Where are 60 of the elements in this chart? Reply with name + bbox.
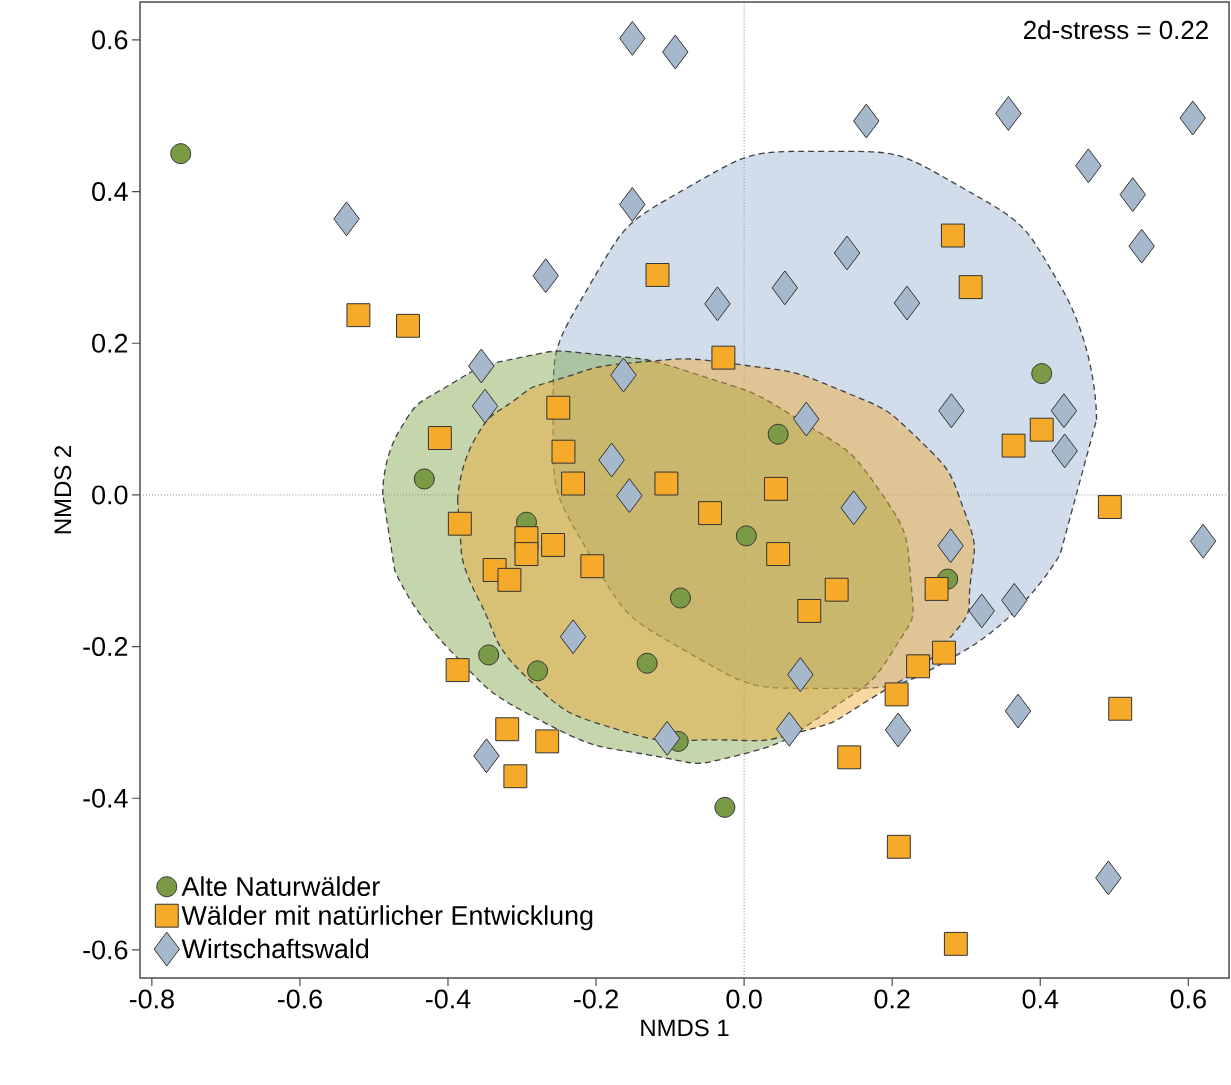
point	[776, 711, 803, 747]
point	[497, 567, 522, 592]
point	[471, 388, 499, 424]
y-tick-label: 0.4	[92, 182, 128, 202]
point	[1119, 177, 1146, 213]
point	[837, 745, 862, 770]
point	[495, 717, 520, 742]
point	[1097, 495, 1122, 519]
legend-label: Wälder mit natürlicher Entwicklung	[181, 905, 593, 931]
point	[884, 712, 912, 748]
point	[1095, 860, 1122, 896]
legend-label: Alte Naturwälder	[181, 876, 380, 896]
point	[714, 796, 736, 818]
point	[943, 931, 968, 956]
point	[886, 834, 911, 859]
point	[853, 103, 880, 139]
point	[1189, 523, 1217, 559]
point	[473, 738, 500, 774]
y-tick-label: 0.0	[92, 485, 128, 505]
point	[527, 660, 549, 682]
point	[478, 644, 500, 666]
point	[346, 303, 371, 328]
point	[396, 313, 420, 338]
point	[1128, 228, 1155, 264]
point	[1004, 693, 1032, 729]
point	[445, 658, 470, 683]
x-tick-label: 0.6	[1170, 989, 1206, 1009]
y-tick-label: -0.4	[83, 788, 128, 808]
x-tick-label: -0.6	[277, 989, 322, 1009]
y-tick-label: -0.2	[83, 637, 128, 657]
point	[427, 426, 452, 450]
y-tick-label: 0.6	[92, 30, 128, 50]
point	[468, 348, 495, 384]
point	[653, 720, 681, 756]
x-axis-title: NMDS 1	[641, 1019, 729, 1037]
annotation: 2d-stress = 0.22	[1024, 20, 1208, 40]
x-tick-label: 0.4	[1022, 989, 1059, 1009]
x-tick-label: 0.2	[874, 989, 910, 1009]
point	[619, 20, 646, 56]
point	[503, 764, 528, 789]
point	[413, 468, 435, 490]
x-tick-label: -0.2	[574, 989, 618, 1009]
point	[447, 511, 472, 536]
point	[1179, 100, 1206, 136]
x-tick-label: 0.0	[726, 989, 762, 1009]
point	[532, 258, 559, 294]
point	[1108, 696, 1133, 721]
legend-label: Wirtschaftswald	[181, 938, 369, 959]
point	[170, 143, 192, 165]
point	[884, 682, 909, 707]
x-tick-label: -0.4	[426, 989, 471, 1009]
point	[333, 201, 360, 237]
x-tick-label: -0.8	[129, 989, 174, 1009]
y-tick-label: -0.6	[83, 940, 128, 960]
point	[662, 34, 689, 70]
y-tick-label: 0.2	[92, 333, 128, 353]
point	[535, 729, 560, 754]
point	[995, 96, 1022, 131]
point	[514, 542, 539, 567]
y-axis-title: NMDS 2	[54, 446, 72, 534]
